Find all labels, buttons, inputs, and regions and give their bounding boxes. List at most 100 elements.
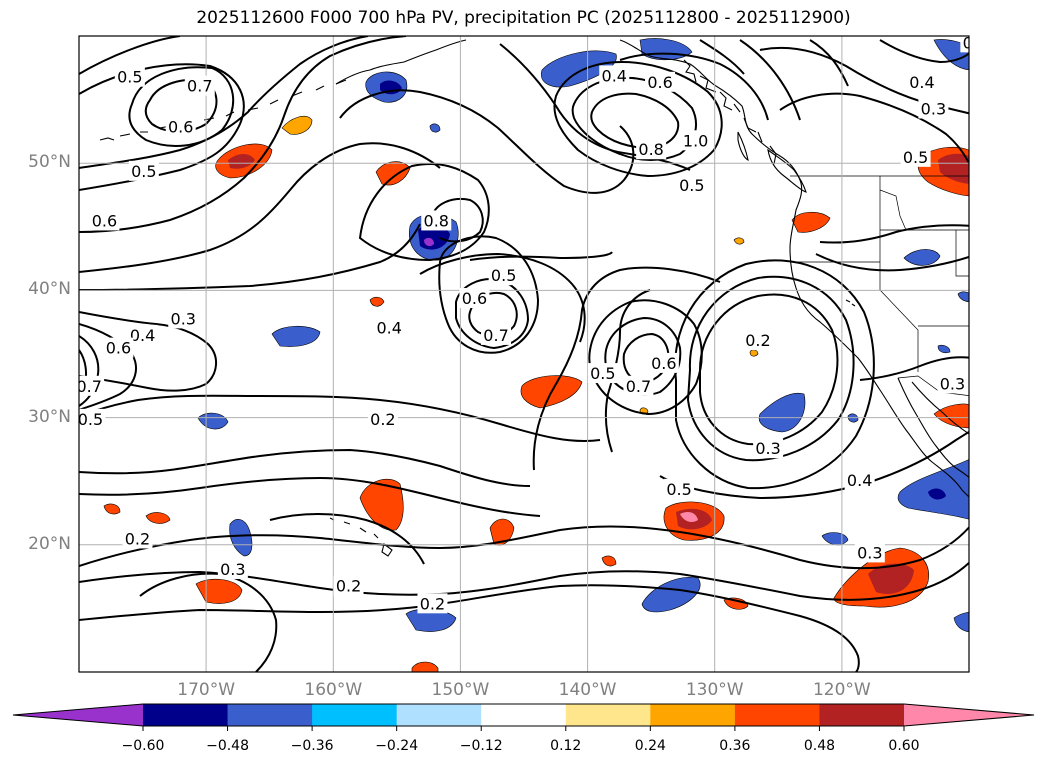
precip-positive	[601, 555, 617, 567]
colorbar	[12, 703, 1035, 731]
longitude-label: 160°W	[304, 680, 363, 700]
contour-label: 0.3	[940, 374, 965, 393]
contour-label-bg	[481, 324, 512, 345]
pv-contour	[815, 253, 969, 272]
contour-label: 0.4	[602, 66, 627, 85]
pv-contour	[455, 278, 530, 350]
contour-label-bg	[742, 330, 773, 351]
colorbar-tick-label: 0.48	[803, 738, 836, 754]
colorbar-segment	[227, 704, 313, 726]
precip-positive	[145, 512, 171, 524]
colorbar-segment	[819, 704, 905, 726]
contour-label-bg	[918, 98, 949, 119]
precip-positive	[375, 161, 411, 186]
precip-negative	[903, 249, 941, 266]
pv-contour	[619, 52, 769, 121]
pv-contour	[79, 335, 100, 407]
colorbar-tick-label: −0.60	[121, 738, 165, 754]
contour-label: 1.0	[683, 131, 708, 150]
precip-negative	[758, 392, 806, 433]
contour-label-bg	[753, 438, 784, 459]
contour-label: 0.8	[424, 211, 449, 230]
pv-contour	[79, 448, 531, 487]
precip-positive	[733, 237, 745, 245]
pv-contour	[79, 584, 860, 672]
hawaiian-islands	[329, 517, 393, 557]
contour-label: 0.7	[187, 77, 212, 96]
pv-contour	[699, 293, 839, 446]
precip-positive	[411, 661, 439, 672]
colorbar-segment	[565, 704, 651, 726]
precip-positive	[680, 512, 698, 522]
pv-contour	[686, 275, 855, 462]
contour-label-bg	[676, 174, 707, 195]
latitude-label: 30°N	[28, 406, 71, 427]
contour-label: 0.3	[857, 543, 882, 562]
contour-label: 0.6	[647, 73, 672, 92]
precip-negative	[229, 519, 253, 557]
latitude-label: 40°N	[28, 279, 71, 300]
precip-positive	[868, 563, 914, 594]
precip-negative	[197, 412, 229, 430]
contour-label-bg	[217, 558, 248, 579]
contour-label: 0.2	[370, 410, 395, 429]
contour-label: 0.5	[666, 480, 691, 499]
colorbar-tick-label: 0.60	[888, 738, 920, 754]
contour-label-bg	[122, 528, 153, 549]
precip-negative	[271, 325, 321, 347]
colorbar-segment	[143, 704, 229, 726]
contour-labels: 0.5 0.70.60.50.60.30.40.60.70.50.80.50.60…	[78, 36, 969, 614]
precip-positive	[195, 578, 243, 604]
precip-negative	[957, 291, 969, 303]
contour-label-bg	[333, 575, 364, 596]
pv-contour	[419, 252, 586, 343]
pv-contour	[79, 476, 541, 517]
colorbar-extend-max	[904, 704, 1034, 726]
map-background	[79, 36, 969, 672]
colorbar-tick-label: 0.24	[634, 738, 666, 754]
plot-title: 2025112600 F000 700 hPa PV, precipitatio…	[196, 8, 851, 28]
political-borders	[790, 175, 969, 396]
contour-label: 0.5	[117, 68, 142, 87]
pv-contour	[879, 39, 969, 64]
precip-negative	[933, 39, 969, 71]
pv-contour	[819, 224, 969, 244]
contour-label-bg	[459, 288, 490, 309]
colorbar-tick-label: 0.36	[719, 738, 751, 754]
contour-label-bg	[587, 363, 618, 384]
colorbar-segment	[396, 704, 482, 726]
contour-label: 0.2	[125, 529, 150, 548]
contour-label: 0.5	[903, 148, 928, 167]
pv-contour	[571, 76, 697, 161]
contour-label: 0.7	[483, 326, 508, 345]
contour-label-bg	[367, 408, 398, 429]
pv-contour	[139, 572, 278, 672]
contour-label-bg	[900, 146, 931, 167]
contour-label: 0.4	[377, 318, 402, 337]
contour-label-bg	[374, 317, 405, 338]
colorbar-segment	[650, 704, 736, 726]
precip-positive	[228, 154, 255, 169]
precip-negative	[928, 488, 946, 500]
pv-contour	[79, 142, 441, 273]
precip-positive	[103, 503, 121, 515]
contour-label-bg	[165, 116, 196, 137]
contour-label: 0.6	[168, 117, 193, 136]
pv-contour	[358, 162, 490, 262]
pv-contour	[79, 525, 969, 570]
contour-label: 0.2	[745, 331, 770, 350]
contour-label: 0.4	[847, 471, 872, 490]
contour-label: 0.5	[78, 410, 103, 429]
map-frame	[78, 35, 970, 673]
latitude-label: 20°N	[28, 533, 71, 554]
contour-label-bg	[89, 210, 120, 231]
precip-negative	[424, 237, 434, 247]
pv-contour	[779, 92, 969, 166]
contour-label-bg	[599, 65, 630, 86]
contour-label: 0.2	[420, 594, 445, 613]
pv-contour	[590, 92, 680, 150]
precip-positive	[723, 597, 749, 610]
contour-label-bg	[645, 71, 676, 92]
pv-contour	[659, 430, 969, 500]
